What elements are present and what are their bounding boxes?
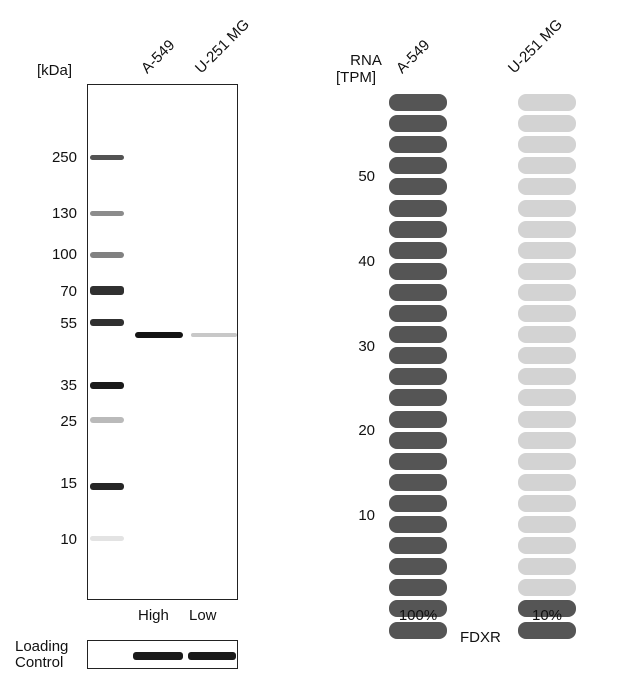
- rna-segment: [518, 136, 576, 154]
- rna-segment: [389, 136, 447, 154]
- ladder-band-55: [90, 319, 124, 326]
- rna-segment: [518, 452, 576, 470]
- rna-segment: [518, 537, 576, 555]
- rna-segment: [389, 157, 447, 175]
- rna-percent-a549: 100%: [398, 607, 438, 624]
- rna-segment: [518, 410, 576, 428]
- western-blot-image: [87, 84, 238, 600]
- ladder-band-130: [90, 211, 124, 216]
- rna-segment: [389, 178, 447, 196]
- ladder-band-25: [90, 417, 124, 423]
- rna-segment: [389, 473, 447, 491]
- rna-segment: [518, 516, 576, 533]
- rna-segment: [389, 199, 447, 217]
- ladder-band-10: [90, 536, 124, 541]
- rna-segment: [518, 600, 576, 618]
- rna-column-a549: [389, 0, 447, 639]
- rna-segment: [518, 115, 576, 133]
- loading-band-a549: [133, 652, 183, 660]
- rna-segment: [389, 558, 447, 576]
- rna-segment: [389, 621, 447, 639]
- rna-y-tick-30: 30: [358, 338, 375, 355]
- rna-segment: [518, 220, 576, 238]
- rna-segment: [518, 283, 576, 301]
- mw-marker-15: 15: [60, 475, 77, 492]
- rna-header-line2: [TPM]: [336, 69, 376, 86]
- rna-y-tick-10: 10: [358, 507, 375, 524]
- rna-segment: [389, 600, 447, 618]
- rna-segment: [518, 431, 576, 449]
- mw-marker-35: 35: [60, 377, 77, 394]
- rna-y-tick-40: 40: [358, 253, 375, 270]
- rna-segment: [518, 347, 576, 365]
- rna-segment: [389, 431, 447, 449]
- loading-control-blot: [87, 640, 238, 669]
- rna-segment: [389, 452, 447, 470]
- rna-segment: [389, 537, 447, 555]
- rna-segment: [518, 621, 576, 639]
- rna-percent-u251: 10%: [531, 607, 563, 624]
- mw-marker-10: 10: [60, 531, 77, 548]
- rna-segment: [389, 115, 447, 133]
- lane-label-u251: U-251 MG: [191, 16, 253, 77]
- loading-control-label-line1: Loading: [15, 638, 69, 655]
- rna-segment: [389, 516, 447, 533]
- lane-label-a549: A-549: [137, 36, 179, 77]
- rna-segment: [518, 558, 576, 576]
- mw-marker-25: 25: [60, 413, 77, 430]
- rna-segment: [389, 389, 447, 407]
- rna-y-tick-20: 20: [358, 422, 375, 439]
- rna-segment: [518, 157, 576, 175]
- expression-level-low: Low: [189, 607, 217, 624]
- rna-segment: [389, 326, 447, 344]
- loading-band-u251: [188, 652, 236, 660]
- rna-segment: [518, 94, 576, 111]
- mw-marker-130: 130: [51, 205, 77, 222]
- ladder-band-100: [90, 252, 124, 258]
- rna-y-tick-50: 50: [358, 168, 375, 185]
- rna-segment: [389, 494, 447, 512]
- mw-marker-250: 250: [51, 149, 77, 166]
- rna-segment: [518, 262, 576, 280]
- ladder-band-70: [90, 286, 124, 295]
- rna-segment: [518, 326, 576, 344]
- rna-segment: [518, 473, 576, 491]
- loading-control-label-line2: Control: [15, 654, 64, 671]
- rna-segment: [518, 494, 576, 512]
- rna-segment: [518, 305, 576, 322]
- rna-segment: [389, 283, 447, 301]
- rna-segment: [389, 579, 447, 597]
- rna-segment: [518, 579, 576, 597]
- gene-name-label: FDXR: [460, 629, 501, 646]
- rna-segment: [389, 305, 447, 322]
- ladder-band-35: [90, 382, 124, 389]
- target-band-a549: [135, 332, 183, 338]
- rna-header-line1: RNA: [350, 52, 382, 69]
- ladder-band-250: [90, 155, 124, 160]
- rna-segment: [518, 199, 576, 217]
- expression-level-high: High: [138, 607, 169, 624]
- rna-segment: [389, 94, 447, 111]
- rna-segment: [389, 220, 447, 238]
- mw-marker-100: 100: [51, 246, 77, 263]
- kda-unit-label: [kDa]: [37, 62, 73, 79]
- rna-segment: [518, 241, 576, 259]
- rna-segment: [518, 368, 576, 386]
- rna-segment: [389, 347, 447, 365]
- ladder-band-15: [90, 483, 124, 490]
- rna-segment: [389, 241, 447, 259]
- rna-segment: [518, 389, 576, 407]
- mw-marker-70: 70: [60, 283, 77, 300]
- rna-segment: [389, 368, 447, 386]
- rna-segment: [389, 262, 447, 280]
- rna-column-u251: [518, 0, 576, 639]
- rna-segment: [518, 178, 576, 196]
- target-band-u251: [191, 333, 237, 337]
- mw-marker-55: 55: [60, 315, 77, 332]
- rna-segment: [389, 410, 447, 428]
